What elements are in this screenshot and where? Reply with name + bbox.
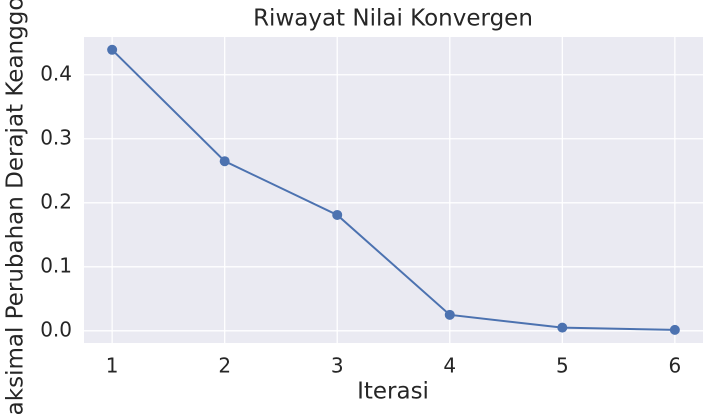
x-tick-label: 1 (106, 354, 119, 378)
x-tick-label: 2 (218, 354, 231, 378)
data-point (669, 324, 680, 335)
y-tick-label: 0.2 (40, 189, 72, 213)
y-tick-label: 0.4 (40, 61, 72, 85)
data-point (219, 156, 230, 167)
data-point (557, 322, 568, 333)
x-axis-label: Iterasi (357, 379, 429, 405)
x-tick-label: 5 (556, 354, 569, 378)
x-tick-label: 3 (331, 354, 344, 378)
y-tick-label: 0.1 (40, 253, 72, 277)
y-tick-label: 0.3 (40, 125, 72, 149)
y-axis-label: Maksimal Perubahan Derajat Keanggotaan (3, 0, 29, 416)
chart-title: Riwayat Nilai Konvergen (253, 6, 533, 32)
data-point (444, 309, 455, 320)
data-point (332, 209, 343, 220)
x-tick-label: 4 (443, 354, 456, 378)
plot-area (84, 37, 703, 343)
y-tick-label: 0.0 (40, 317, 72, 341)
x-tick-label: 6 (668, 354, 681, 378)
data-line (111, 49, 675, 331)
data-point (107, 44, 118, 55)
